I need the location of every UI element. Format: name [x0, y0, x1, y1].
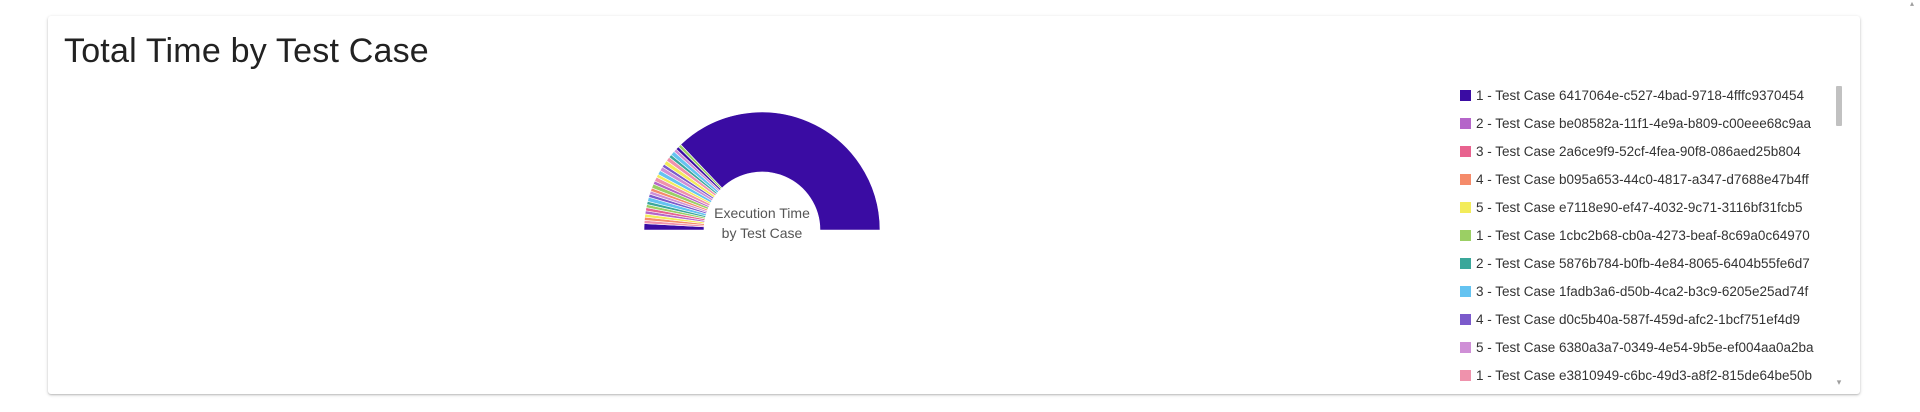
- chart-card: Total Time by Test Case Execution Time b…: [48, 16, 1860, 394]
- legend-scrollbar[interactable]: ▾: [1836, 86, 1842, 387]
- legend-swatch: [1460, 369, 1471, 381]
- legend-item[interactable]: 1 - Test Case 6417064e-c527-4bad-9718-4f…: [1454, 81, 1830, 109]
- legend-swatch: [1460, 201, 1471, 213]
- legend-label: 2 - Test Case be08582a-11f1-4e9a-b809-c0…: [1476, 115, 1812, 131]
- legend-item[interactable]: 4 - Test Case b095a653-44c0-4817-a347-d7…: [1454, 165, 1830, 193]
- chart-slices: [643, 111, 881, 231]
- legend-label: 1 - Test Case e3810949-c6bc-49d3-a8f2-81…: [1476, 367, 1813, 383]
- legend-label: 4 - Test Case d0c5b40a-587f-459d-afc2-1b…: [1476, 311, 1800, 327]
- scroll-down-arrow-icon[interactable]: ▾: [1836, 377, 1842, 387]
- legend-item[interactable]: 4 - Test Case d0c5b40a-587f-459d-afc2-1b…: [1454, 305, 1830, 333]
- page-scroll-up-arrow-icon[interactable]: ▴: [1909, 0, 1914, 8]
- legend-swatch: [1460, 117, 1471, 129]
- legend-swatch: [1460, 173, 1471, 185]
- legend-item[interactable]: 5 - Test Case e7118e90-ef47-4032-9c71-31…: [1454, 193, 1830, 221]
- semi-donut-chart: Execution Time by Test Case: [643, 111, 881, 241]
- legend-label: 3 - Test Case 1fadb3a6-d50b-4ca2-b3c9-62…: [1476, 283, 1809, 299]
- legend-label: 3 - Test Case 2a6ce9f9-52cf-4fea-90f8-08…: [1476, 143, 1801, 159]
- card-title: Total Time by Test Case: [64, 32, 429, 70]
- legend-item[interactable]: 2 - Test Case be08582a-11f1-4e9a-b809-c0…: [1454, 109, 1830, 137]
- chart-legend: 1 - Test Case 6417064e-c527-4bad-9718-4f…: [1454, 81, 1830, 394]
- legend-scroll-thumb[interactable]: [1836, 86, 1842, 126]
- legend-item[interactable]: 1 - Test Case 1cbc2b68-cb0a-4273-beaf-8c…: [1454, 221, 1830, 249]
- legend-label: 5 - Test Case 6380a3a7-0349-4e54-9b5e-ef…: [1476, 339, 1814, 355]
- legend-swatch: [1460, 89, 1471, 101]
- legend-swatch: [1460, 313, 1471, 325]
- legend-label: 4 - Test Case b095a653-44c0-4817-a347-d7…: [1476, 171, 1809, 187]
- legend-swatch: [1460, 341, 1471, 353]
- center-label-line-2: by Test Case: [722, 225, 803, 241]
- legend-item[interactable]: 5 - Test Case 6380a3a7-0349-4e54-9b5e-ef…: [1454, 333, 1830, 361]
- legend-label: 1 - Test Case 6417064e-c527-4bad-9718-4f…: [1476, 87, 1805, 103]
- legend-swatch: [1460, 145, 1471, 157]
- pie-slice[interactable]: [680, 111, 881, 231]
- center-label-line-1: Execution Time: [714, 205, 810, 221]
- legend-item[interactable]: 3 - Test Case 1fadb3a6-d50b-4ca2-b3c9-62…: [1454, 277, 1830, 305]
- legend-swatch: [1460, 229, 1471, 241]
- legend-swatch: [1460, 257, 1471, 269]
- legend-swatch: [1460, 285, 1471, 297]
- legend-item[interactable]: 2 - Test Case 5876b784-b0fb-4e84-8065-64…: [1454, 249, 1830, 277]
- legend-label: 2 - Test Case 5876b784-b0fb-4e84-8065-64…: [1476, 255, 1810, 271]
- legend-item[interactable]: 1 - Test Case e3810949-c6bc-49d3-a8f2-81…: [1454, 361, 1830, 389]
- legend-label: 5 - Test Case e7118e90-ef47-4032-9c71-31…: [1476, 199, 1803, 215]
- legend-label: 1 - Test Case 1cbc2b68-cb0a-4273-beaf-8c…: [1476, 227, 1810, 243]
- legend-item[interactable]: 3 - Test Case 2a6ce9f9-52cf-4fea-90f8-08…: [1454, 137, 1830, 165]
